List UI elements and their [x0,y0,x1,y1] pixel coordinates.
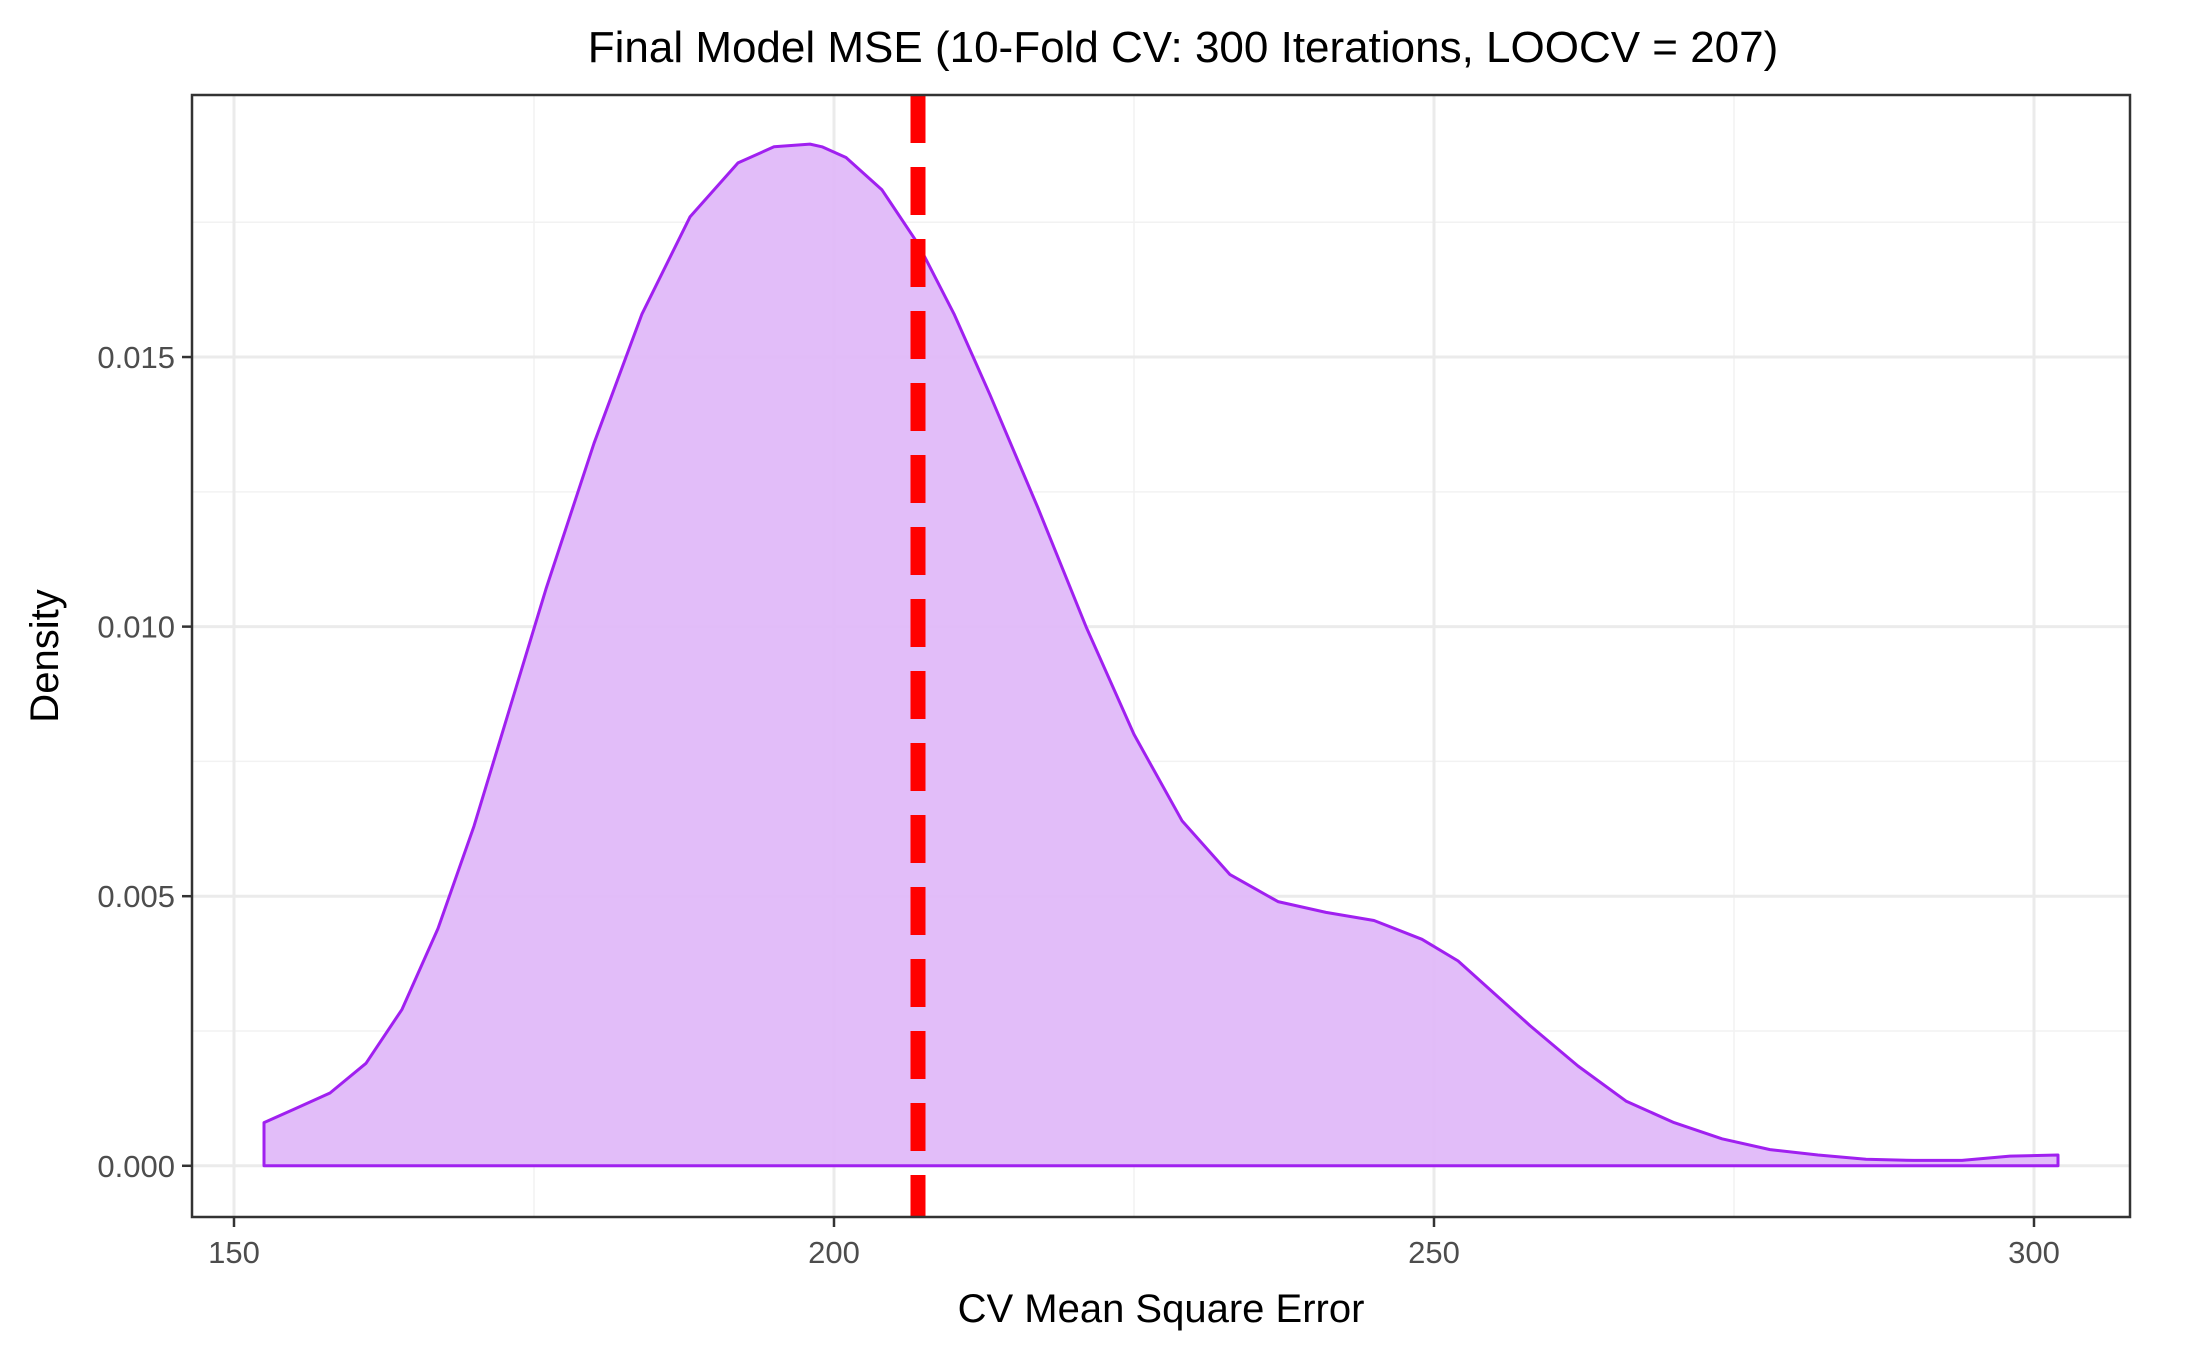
y-tick-label: 0.000 [97,1149,175,1184]
y-axis-label: Density [23,589,67,722]
panel-border [190,93,2132,1219]
x-tick-label: 150 [208,1235,260,1270]
y-tick-label: 0.005 [97,879,175,914]
chart-title: Final Model MSE (10-Fold CV: 300 Iterati… [588,23,1779,72]
y-tick-label: 0.010 [97,610,175,645]
y-tick-label: 0.015 [97,340,175,375]
x-tick-label: 250 [1408,1235,1460,1270]
x-tick-label: 200 [808,1235,860,1270]
x-axis: 150 200 250 300 [208,1217,2060,1270]
series-layer [262,142,2060,1168]
x-axis-label: CV Mean Square Error [958,1287,1365,1331]
density-area [262,142,2060,1168]
y-axis: 0.000 0.005 0.010 0.015 [97,340,192,1184]
x-tick-label: 300 [2008,1235,2060,1270]
